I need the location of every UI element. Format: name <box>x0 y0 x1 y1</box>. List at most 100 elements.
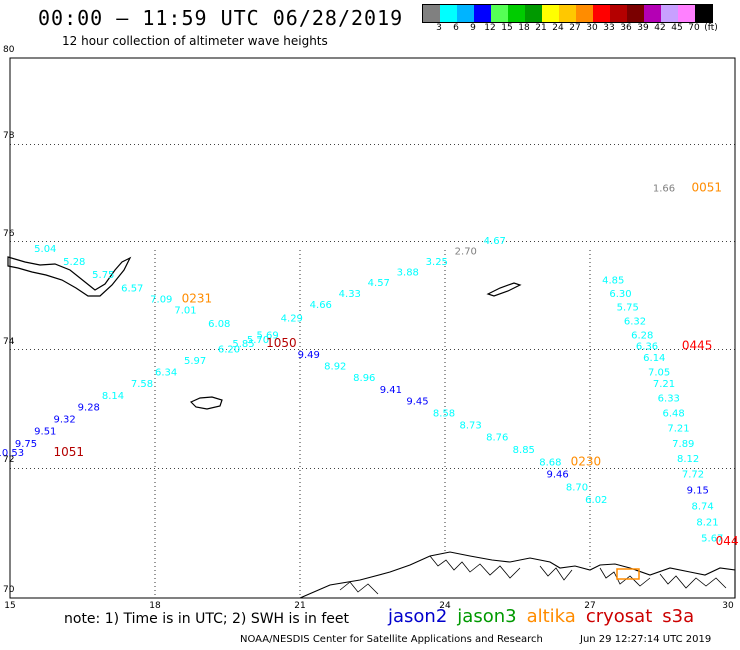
lat-label: 70 <box>3 585 15 595</box>
wave-height-label: 3.25 <box>426 257 448 268</box>
altika-track-marker <box>616 568 640 580</box>
wave-height-label: 6.08 <box>208 319 230 330</box>
wave-height-label: 6.36 <box>636 342 658 353</box>
wave-height-label: 9.41 <box>380 385 402 396</box>
legend-tick: 9 <box>470 23 476 33</box>
lon-label: 21 <box>294 601 306 611</box>
legend-tick: 45 <box>671 23 683 33</box>
fjord-details <box>339 555 727 595</box>
pass-time-label: 044 <box>716 534 739 548</box>
wave-height-label: 8.96 <box>353 373 375 384</box>
wave-height-label: 4.67 <box>484 236 506 247</box>
wave-height-label: 10.53 <box>0 448 24 459</box>
lat-label: 72 <box>3 455 15 466</box>
pass-time-label: 0231 <box>182 291 213 305</box>
wave-height-label: 8.76 <box>486 433 508 444</box>
legend-swatch-2 <box>457 5 474 22</box>
wave-height-label: 9.15 <box>687 485 709 496</box>
legend-swatch-0 <box>423 5 440 22</box>
legend-swatch-11 <box>610 5 627 22</box>
wave-height-label: 7.21 <box>653 379 675 390</box>
bjornoya-coastline <box>189 396 223 410</box>
wave-height-label: 3.88 <box>397 268 419 279</box>
wave-height-label: 6.20 <box>218 344 240 355</box>
lon-label: 15 <box>4 601 16 611</box>
lon-label: 27 <box>584 601 596 611</box>
norway-coastline <box>299 551 736 599</box>
wave-height-label: 8.70 <box>566 482 588 493</box>
legend-tick: 39 <box>637 23 649 33</box>
wave-height-label: 5.70 <box>247 335 269 346</box>
legend-tick: 6 <box>453 23 459 33</box>
satellite-cryosat: cryosat <box>585 606 653 627</box>
footer-note: note: 1) Time is in UTC; 2) SWH is in fe… <box>64 611 350 627</box>
wave-height-label: 8.14 <box>102 391 124 402</box>
legend-tick: 12 <box>484 23 496 33</box>
pass-time-label: 0230 <box>571 454 602 468</box>
wave-height-label: 2.70 <box>455 247 477 258</box>
wave-height-label: 6.02 <box>585 495 607 506</box>
wave-height-label: 9.32 <box>54 415 76 426</box>
legend-tick: 3 <box>436 23 442 33</box>
satellite-s3a: s3a <box>662 606 695 627</box>
legend-swatch-5 <box>508 5 525 22</box>
wave-height-label: 6.28 <box>631 330 653 341</box>
legend-tick: 30 <box>586 23 598 33</box>
legend-swatch-6 <box>525 5 542 22</box>
wave-height-label: 8.85 <box>513 445 535 456</box>
page-title: 00:00 – 11:59 UTC 06/28/2019 <box>38 6 404 30</box>
legend-swatch-10 <box>593 5 610 22</box>
wave-height-label: 5.69 <box>257 330 279 341</box>
page-subtitle: 12 hour collection of altimeter wave hei… <box>62 34 328 48</box>
lat-label: 78 <box>3 131 15 142</box>
legend-swatch-4 <box>491 5 508 22</box>
lat-label: 76 <box>3 228 15 239</box>
pass-time-label: 0445 <box>682 339 713 353</box>
generation-timestamp: Jun 29 12:27:14 UTC 2019 <box>580 634 712 645</box>
lat-label: 80 <box>3 45 15 55</box>
lon-label: 30 <box>722 601 734 611</box>
wave-height-label: 7.89 <box>672 439 694 450</box>
legend-swatch-13 <box>644 5 661 22</box>
wave-height-label: 8.74 <box>692 501 714 512</box>
satellite-legend: jason2 jason3 altika cryosat s3a <box>388 606 704 627</box>
wave-height-label: 6.14 <box>643 353 665 364</box>
wave-height-label: 6.48 <box>663 409 685 420</box>
pass-time-label: 1050 <box>266 336 297 350</box>
wave-height-label: 8.68 <box>539 457 561 468</box>
legend-tick: 15 <box>501 23 513 33</box>
wave-height-label: 8.21 <box>696 517 718 528</box>
wave-height-label: 5.75 <box>92 270 114 281</box>
legend-tick: 42 <box>654 23 666 33</box>
wave-height-label: 7.58 <box>131 379 153 390</box>
satellite-altika: altika <box>526 606 576 627</box>
wave-height-label: 6.57 <box>121 284 143 295</box>
legend-swatch-3 <box>474 5 491 22</box>
satellite-jason3: jason3 <box>457 606 517 627</box>
color-scale-legend <box>422 4 713 23</box>
wave-height-label: 5.28 <box>63 257 85 268</box>
wave-height-label: 9.49 <box>298 350 320 361</box>
wave-height-label: 9.46 <box>547 470 569 481</box>
wave-height-label: 1.66 <box>653 184 675 195</box>
legend-swatch-14 <box>661 5 678 22</box>
wave-height-label: 5.04 <box>34 244 56 255</box>
legend-tick: 18 <box>518 23 530 33</box>
wave-height-label: 4.29 <box>281 314 303 325</box>
legend-swatch-16 <box>695 5 712 22</box>
wave-height-label: 6.32 <box>624 316 646 327</box>
svalbard-coastline <box>7 256 132 297</box>
wave-height-label: 6.33 <box>658 394 680 405</box>
wave-height-label: 9.75 <box>15 439 37 450</box>
wave-height-label: 6.34 <box>155 367 177 378</box>
wave-height-label: 4.85 <box>602 276 624 287</box>
pass-time-label: 0051 <box>692 181 723 195</box>
legend-tick: 33 <box>603 23 615 33</box>
map-frame <box>9 57 736 599</box>
lon-label: 18 <box>149 601 161 611</box>
wave-height-label: 7.21 <box>667 424 689 435</box>
wave-height-label: 7.72 <box>682 470 704 481</box>
legend-tick: 36 <box>620 23 632 33</box>
grid-lines <box>10 143 735 598</box>
